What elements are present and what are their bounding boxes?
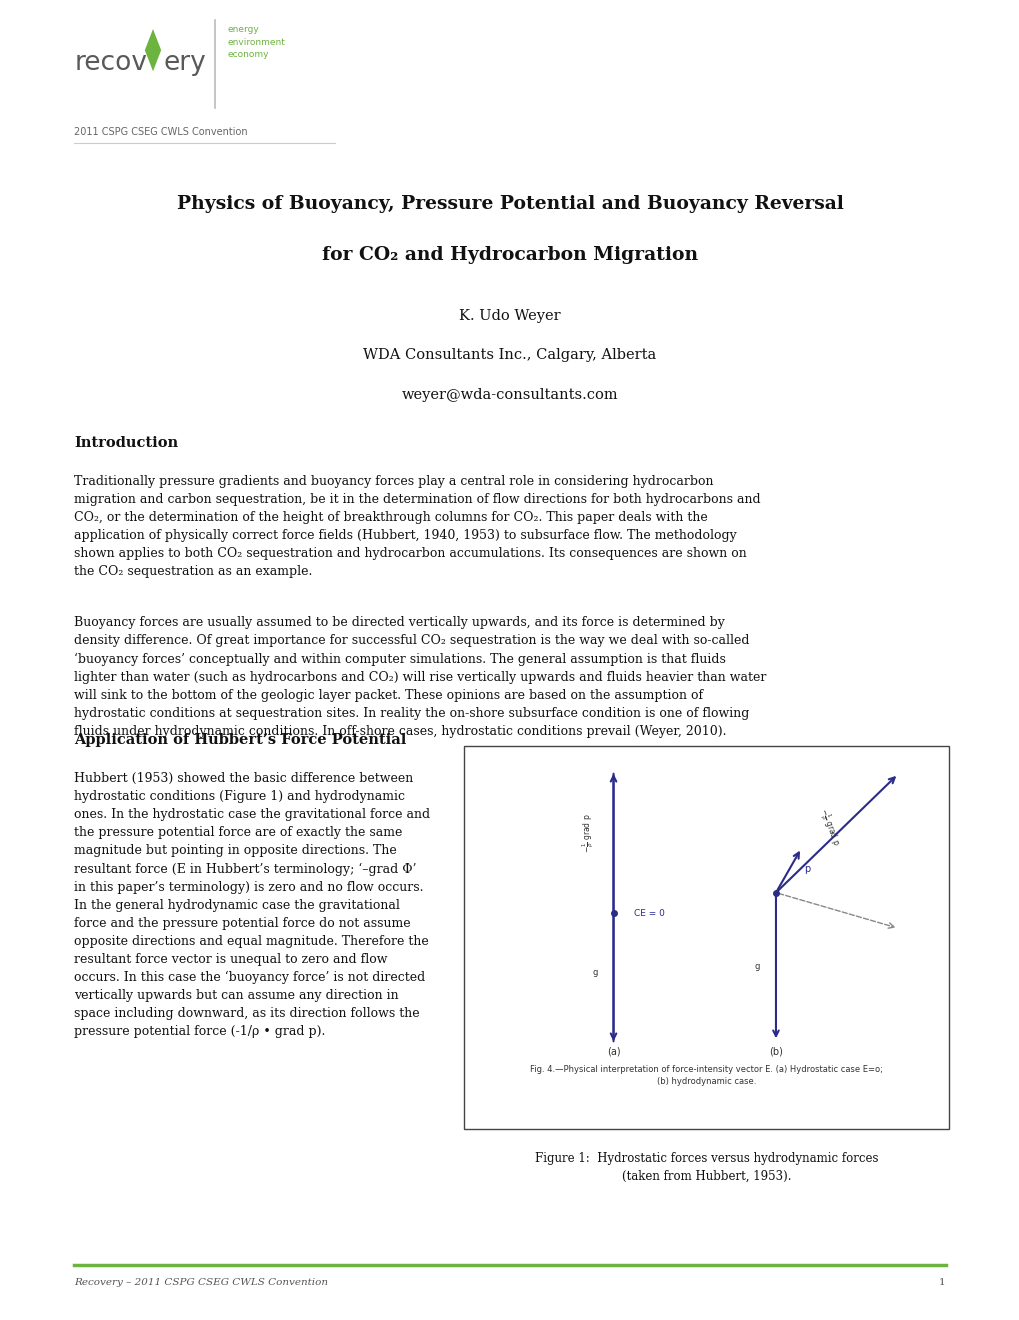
Text: (b): (b) xyxy=(768,1045,783,1056)
Text: K. Udo Weyer: K. Udo Weyer xyxy=(459,309,560,323)
Text: ery: ery xyxy=(163,50,206,77)
Text: Physics of Buoyancy, Pressure Potential and Buoyancy Reversal: Physics of Buoyancy, Pressure Potential … xyxy=(176,195,843,214)
Text: 1: 1 xyxy=(938,1278,945,1287)
Text: Figure 1:  Hydrostatic forces versus hydrodynamic forces
(taken from Hubbert, 19: Figure 1: Hydrostatic forces versus hydr… xyxy=(534,1152,877,1183)
Bar xyxy=(464,746,948,1129)
Text: (a): (a) xyxy=(606,1045,620,1056)
Text: Fig. 4.—Physical interpretation of force-intensity vector E. (a) Hydrostatic cas: Fig. 4.—Physical interpretation of force… xyxy=(530,1065,881,1086)
Text: p: p xyxy=(804,863,810,874)
Text: Recovery – 2011 CSPG CSEG CWLS Convention: Recovery – 2011 CSPG CSEG CWLS Conventio… xyxy=(74,1278,328,1287)
Text: g: g xyxy=(592,969,597,977)
Text: weyer@wda-consultants.com: weyer@wda-consultants.com xyxy=(401,388,618,403)
Text: Introduction: Introduction xyxy=(74,436,178,450)
Text: Traditionally pressure gradients and buoyancy forces play a central role in cons: Traditionally pressure gradients and buo… xyxy=(74,475,760,578)
Text: Hubbert (1953) showed the basic difference between
hydrostatic conditions (Figur: Hubbert (1953) showed the basic differen… xyxy=(74,772,430,1038)
Text: energy
environment
economy: energy environment economy xyxy=(227,25,285,59)
Text: $-\frac{1}{\rho}$ grad p: $-\frac{1}{\rho}$ grad p xyxy=(814,807,842,849)
Text: Application of Hubbert’s Force Potential: Application of Hubbert’s Force Potential xyxy=(74,733,407,747)
Text: Buoyancy forces are usually assumed to be directed vertically upwards, and its f: Buoyancy forces are usually assumed to b… xyxy=(74,616,766,738)
Text: 2011 CSPG CSEG CWLS Convention: 2011 CSPG CSEG CWLS Convention xyxy=(74,127,248,137)
Text: for CO₂ and Hydrocarbon Migration: for CO₂ and Hydrocarbon Migration xyxy=(322,246,697,264)
Text: $-\frac{1}{\rho}$ grad p: $-\frac{1}{\rho}$ grad p xyxy=(580,813,595,853)
Text: g: g xyxy=(754,962,759,972)
Polygon shape xyxy=(145,29,161,71)
Text: CE = 0: CE = 0 xyxy=(634,909,664,917)
Text: WDA Consultants Inc., Calgary, Alberta: WDA Consultants Inc., Calgary, Alberta xyxy=(363,348,656,363)
Text: recov: recov xyxy=(74,50,148,77)
